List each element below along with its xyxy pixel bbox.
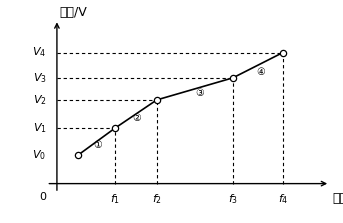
- Text: $f_3$: $f_3$: [228, 192, 238, 206]
- Text: $f_2$: $f_2$: [152, 192, 162, 206]
- Text: ④: ④: [256, 66, 265, 76]
- Text: ③: ③: [196, 88, 204, 98]
- Text: ①: ①: [93, 140, 102, 150]
- Text: $f_1$: $f_1$: [110, 192, 120, 206]
- Text: $V_4$: $V_4$: [32, 46, 46, 60]
- Text: $V_1$: $V_1$: [33, 122, 46, 135]
- Text: $V_2$: $V_2$: [33, 93, 46, 107]
- Text: $f_4$: $f_4$: [277, 192, 288, 206]
- Text: ②: ②: [133, 113, 141, 123]
- Text: 电压/V: 电压/V: [60, 6, 87, 19]
- Text: 频率/f: 频率/f: [333, 192, 343, 205]
- Text: $V_0$: $V_0$: [33, 148, 46, 162]
- Text: $V_3$: $V_3$: [33, 71, 46, 85]
- Text: 0: 0: [39, 192, 46, 202]
